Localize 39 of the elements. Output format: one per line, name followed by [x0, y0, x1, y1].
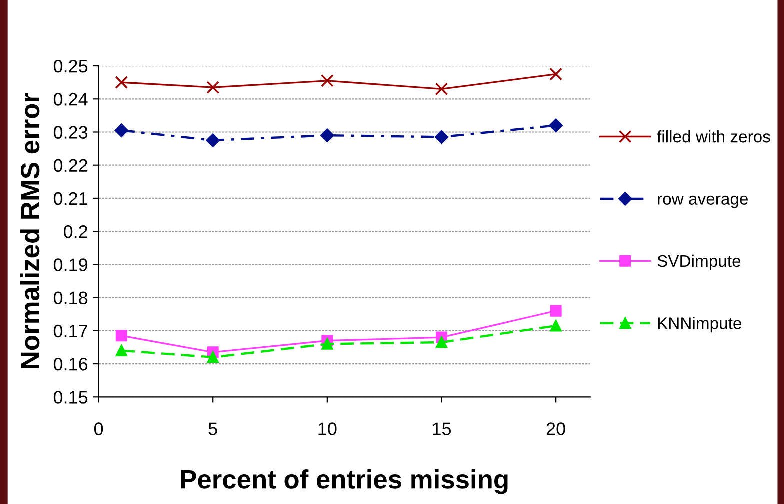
y-axis-title: Normalized RMS error: [20, 93, 40, 368]
point: [116, 330, 128, 342]
x-tick-label: 5: [208, 422, 218, 436]
legend-label: filled with zeros: [657, 130, 770, 143]
x-tick-label: 20: [546, 422, 566, 436]
point: [322, 338, 334, 350]
point: [206, 81, 220, 94]
x-axis-title: Percent of entries missing: [181, 470, 508, 494]
y-tick-label: 0.24: [54, 93, 88, 106]
y-tick-label: 0.17: [54, 324, 88, 338]
point: [114, 124, 128, 138]
point: [436, 336, 448, 348]
y-tick-label: 0.15: [54, 391, 88, 404]
point: [550, 68, 563, 81]
y-tick-label: 0.21: [54, 192, 88, 206]
point: [550, 320, 562, 332]
y-tick-label: 0.16: [54, 358, 88, 371]
y-tick-label: 0.22: [54, 159, 88, 172]
point: [549, 118, 563, 132]
y-tick-label: 0.19: [54, 258, 88, 272]
point: [207, 352, 219, 364]
legend-label: SVDimpute: [658, 254, 741, 270]
point: [115, 76, 128, 90]
legend-label: KNNimpute: [658, 317, 742, 333]
point: [550, 305, 562, 317]
y-tick-label: 0.2: [64, 226, 88, 238]
point: [320, 128, 334, 142]
point: [434, 130, 449, 144]
point: [320, 74, 334, 88]
point: [116, 345, 128, 357]
point: [435, 82, 448, 96]
point: [206, 134, 220, 148]
x-tick-label: 0: [94, 422, 104, 436]
y-tick-label: 0.18: [54, 292, 88, 305]
x-tick-label: 10: [318, 422, 337, 436]
y-tick-label: 0.25: [54, 60, 88, 73]
legend-label: row average: [658, 196, 748, 208]
x-tick-label: 15: [433, 422, 452, 436]
y-tick-label: 0.23: [54, 126, 88, 139]
